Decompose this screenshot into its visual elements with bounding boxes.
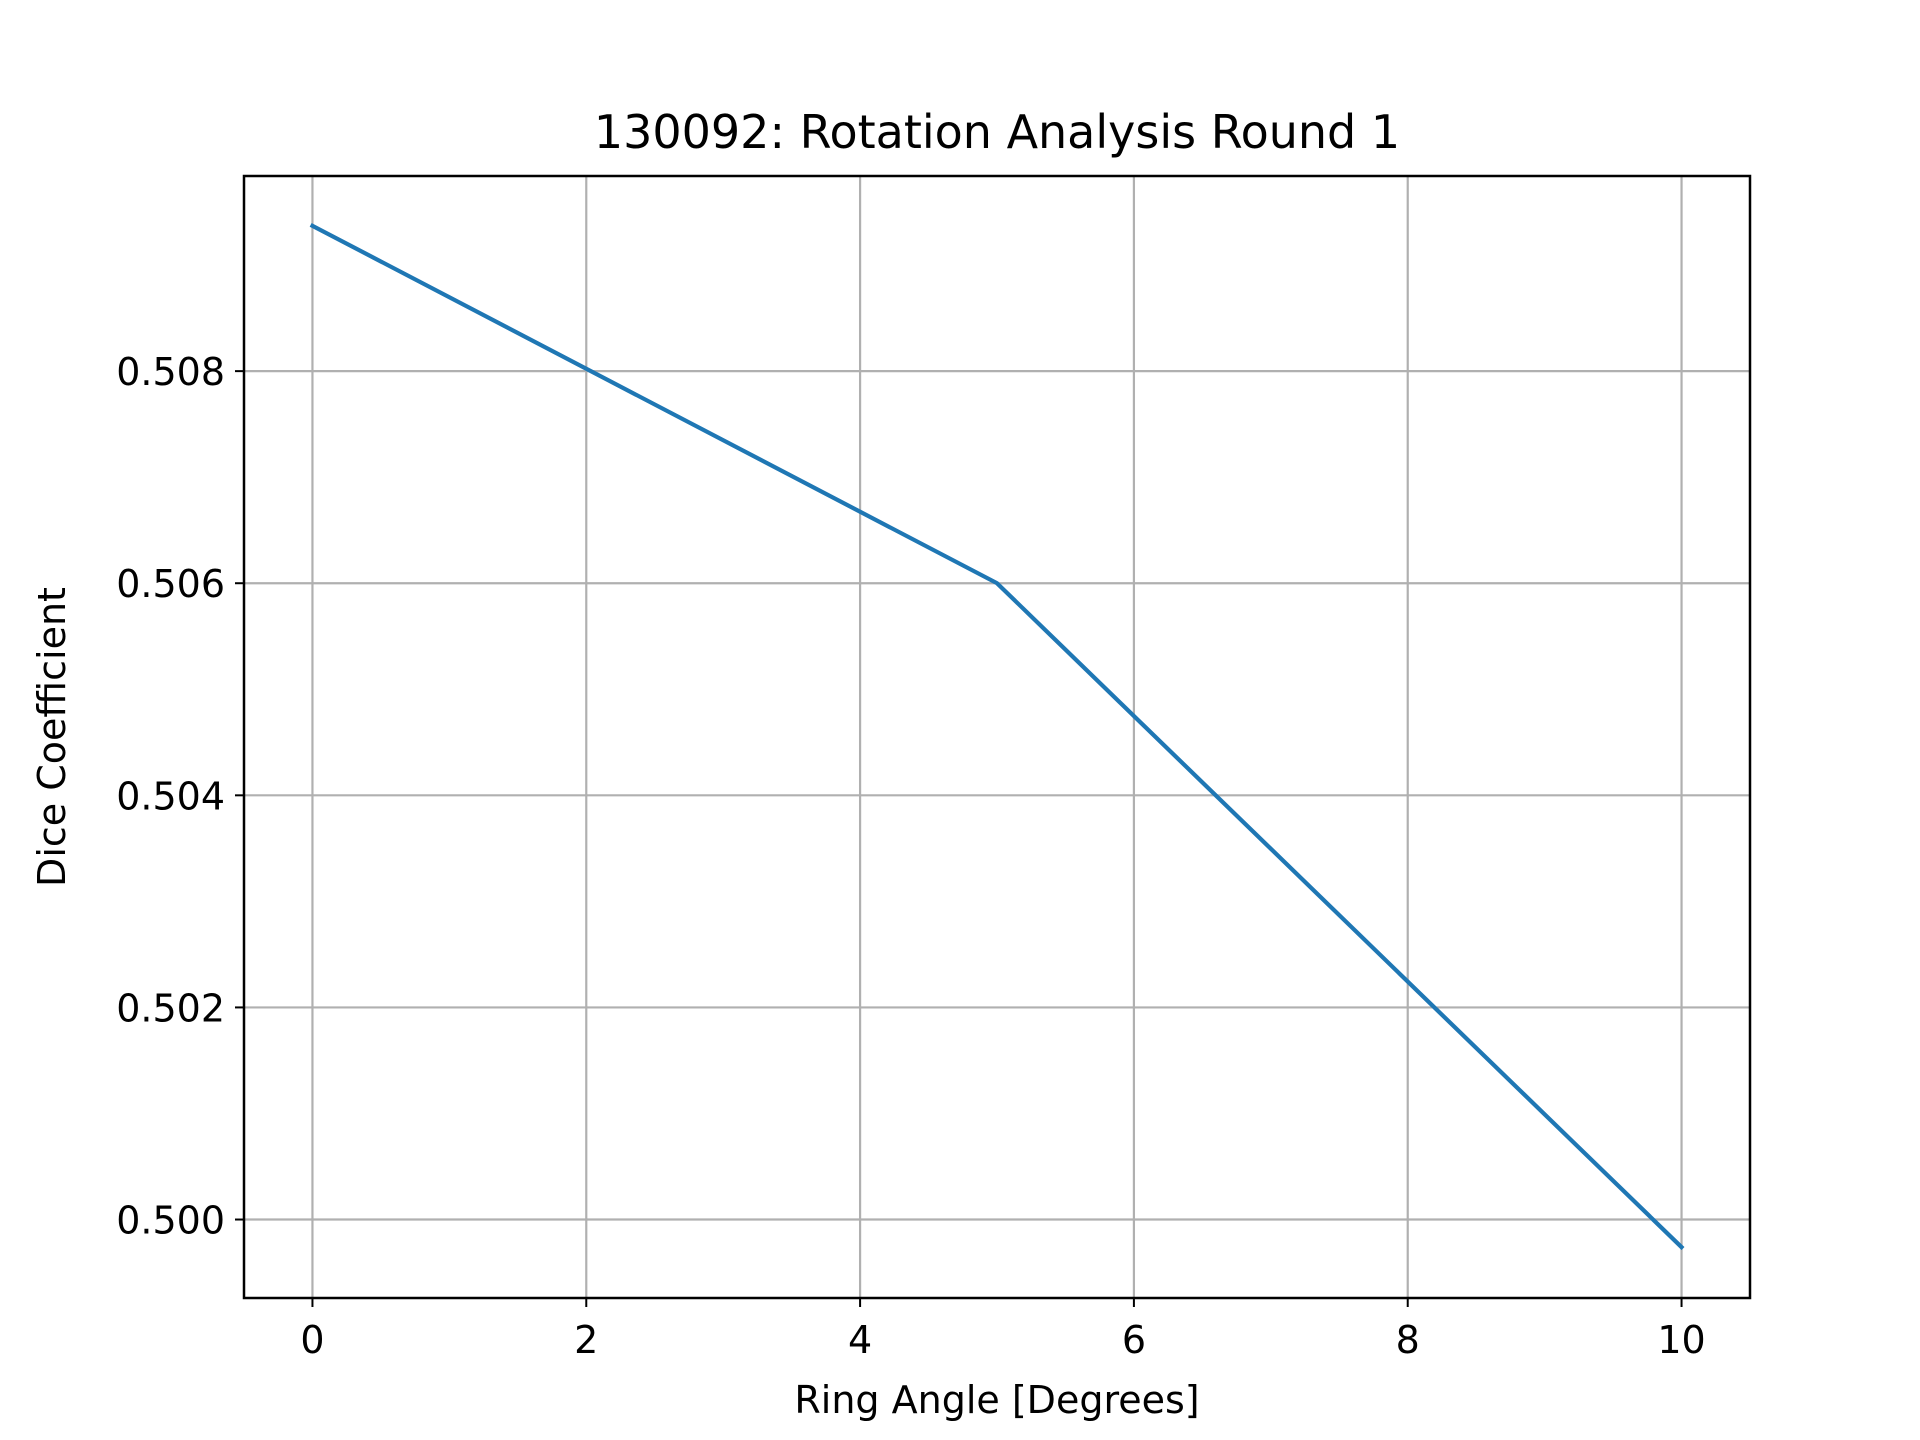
x-axis-title: Ring Angle [Degrees]	[794, 1378, 1199, 1422]
chart-title: 130092: Rotation Analysis Round 1	[594, 105, 1400, 159]
x-tick-label: 4	[848, 1318, 872, 1362]
y-tick-label: 0.502	[116, 986, 225, 1030]
x-tick-label: 10	[1657, 1318, 1705, 1362]
series-layer	[309, 222, 1685, 1251]
y-tick-label: 0.504	[116, 774, 225, 818]
grid	[244, 176, 1750, 1298]
series-line	[309, 222, 1685, 1251]
y-tick-label: 0.500	[116, 1199, 225, 1243]
y-axis-title: Dice Coefficient	[30, 587, 74, 887]
x-tick-label: 2	[574, 1318, 598, 1362]
plot-frame	[242, 174, 1752, 1300]
y-axis: 0.500 0.502 0.504 0.506 0.508	[116, 350, 244, 1243]
x-tick-label: 6	[1122, 1318, 1146, 1362]
y-tick-label: 0.508	[116, 350, 225, 394]
x-tick-label: 8	[1396, 1318, 1420, 1362]
x-tick-label: 0	[300, 1318, 324, 1362]
x-axis: 0 2 4 6 8 10	[300, 1298, 1706, 1362]
y-tick-label: 0.506	[116, 562, 225, 606]
